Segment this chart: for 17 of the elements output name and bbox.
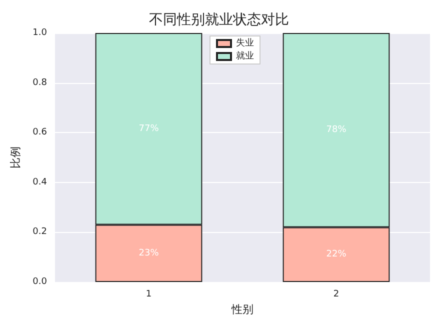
- data-label: 22%: [326, 250, 347, 260]
- data-label: 78%: [326, 125, 347, 136]
- y-tick-label: 0.0: [32, 277, 48, 287]
- legend-label: 就业: [236, 50, 254, 62]
- data-label: 23%: [138, 248, 160, 258]
- y-axis-title: 比例: [9, 146, 22, 168]
- y-tick-label: 0.8: [32, 78, 48, 88]
- y-tick-label: 0.4: [32, 177, 48, 188]
- x-tick-label: 1: [146, 290, 152, 300]
- x-axis-title: 性别: [230, 302, 254, 316]
- y-tick-label: 0.6: [32, 128, 48, 138]
- y-tick-label: 1.0: [32, 28, 48, 38]
- data-label: 77%: [138, 124, 160, 134]
- legend-label: 失业: [236, 38, 254, 48]
- x-tick-label: 2: [333, 290, 340, 300]
- chart-title: 不同性别就业状态对比: [149, 12, 289, 28]
- y-tick-label: 0.2: [32, 227, 47, 238]
